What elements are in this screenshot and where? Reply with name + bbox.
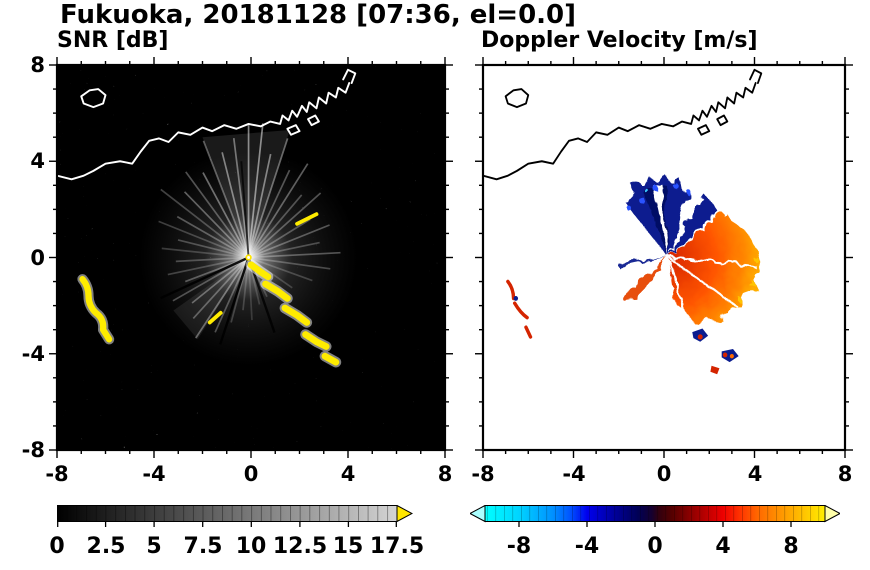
- snr-colorbar-overflow-arrow: [396, 505, 413, 523]
- snr-colorbar-tick-label: 17.5: [369, 534, 425, 559]
- doppler-colorbar-tick-label: 0: [647, 534, 663, 559]
- snr-y-tick-label: 0: [30, 246, 45, 270]
- doppler-x-tick-label: 8: [837, 462, 853, 486]
- snr-plot: [57, 65, 445, 450]
- snr-x-tick-label: -4: [142, 462, 166, 486]
- snr-colorbar-tick-label: 10: [235, 534, 267, 559]
- radar-site-core: [247, 256, 251, 259]
- snr-panel-title: SNR [dB]: [57, 28, 169, 53]
- doppler-colorbar-tick-label: 8: [783, 534, 799, 559]
- snr-x-tick-label: 0: [243, 462, 259, 486]
- doppler-colorbar-ticks: [518, 521, 792, 527]
- doppler-panel-title: Doppler Velocity [m/s]: [481, 28, 758, 53]
- figure-title: Fukuoka, 20181128 [07:36, el=0.0]: [60, 0, 577, 30]
- snr-colorbar-ticks: [57, 521, 397, 527]
- snr-colorbar: [57, 505, 413, 527]
- doppler-radar-image: [483, 65, 845, 450]
- snr-x-tick-label: 8: [437, 462, 453, 486]
- doppler-colorbar-tick-label: -4: [574, 534, 600, 559]
- snr-y-tick-label: 8: [30, 53, 45, 77]
- snr-x-tick-label: -8: [45, 462, 69, 486]
- doppler-x-tick-label: -4: [562, 462, 586, 486]
- snr-colorbar-tick-label: 2.5: [86, 534, 126, 559]
- snr-colorbar-tick-label: 0: [49, 534, 65, 559]
- snr-colorbar-tick-label: 5: [146, 534, 162, 559]
- doppler-plot: [483, 65, 845, 450]
- snr-radar-image: [57, 65, 445, 450]
- doppler-colorbar-underflow-arrow: [470, 505, 486, 523]
- snr-y-tick-label: -8: [21, 438, 45, 462]
- snr-colorbar-segments: [57, 505, 397, 522]
- doppler-colorbar-segments: [485, 505, 825, 522]
- doppler-x-tick-label: -8: [471, 462, 495, 486]
- snr-colorbar-tick-label: 12.5: [272, 534, 328, 559]
- doppler-colorbar-tick-label: -8: [506, 534, 532, 559]
- doppler-colorbar-overflow-arrow: [824, 505, 840, 523]
- snr-y-tick-label: -4: [21, 342, 45, 366]
- doppler-colorbar: [470, 505, 840, 527]
- snr-x-tick-label: 4: [340, 462, 356, 486]
- snr-colorbar-tick-label: 7.5: [183, 534, 223, 559]
- snr-colorbar-tick-label: 15: [332, 534, 364, 559]
- doppler-x-tick-label: 4: [747, 462, 763, 486]
- doppler-x-tick-label: 0: [656, 462, 672, 486]
- doppler-colorbar-tick-label: 4: [715, 534, 731, 559]
- snr-y-tick-label: 4: [30, 149, 45, 173]
